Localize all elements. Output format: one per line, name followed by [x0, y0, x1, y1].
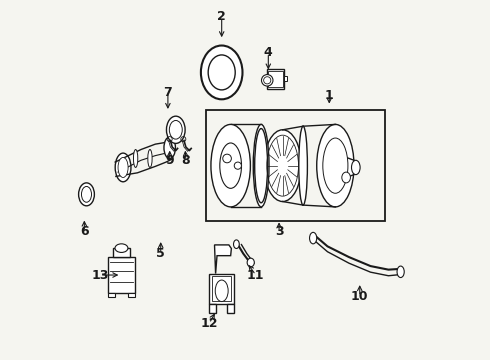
Ellipse shape	[247, 258, 254, 267]
Bar	[209, 274, 234, 304]
Ellipse shape	[351, 160, 360, 175]
Ellipse shape	[118, 157, 128, 177]
Bar	[269, 71, 283, 87]
Text: 2: 2	[218, 10, 226, 23]
Text: 3: 3	[275, 225, 283, 238]
Ellipse shape	[167, 116, 185, 143]
Ellipse shape	[234, 240, 239, 248]
Bar	[108, 293, 115, 297]
Ellipse shape	[264, 130, 301, 202]
Ellipse shape	[317, 125, 354, 207]
Text: 13: 13	[91, 269, 108, 282]
Ellipse shape	[78, 183, 95, 206]
Ellipse shape	[115, 153, 131, 182]
Text: 4: 4	[264, 46, 272, 59]
Ellipse shape	[215, 280, 228, 302]
Bar	[108, 257, 135, 293]
Ellipse shape	[133, 149, 138, 167]
Bar	[205, 110, 385, 221]
Polygon shape	[215, 245, 231, 274]
Bar	[284, 76, 287, 81]
Ellipse shape	[299, 126, 307, 205]
Text: 12: 12	[200, 317, 218, 330]
Ellipse shape	[208, 55, 235, 90]
Bar	[267, 69, 285, 89]
Text: 5: 5	[156, 247, 165, 260]
Bar	[263, 76, 267, 83]
Ellipse shape	[201, 45, 243, 99]
Ellipse shape	[323, 138, 348, 193]
Bar	[128, 293, 135, 297]
Ellipse shape	[223, 154, 231, 163]
Text: 11: 11	[247, 269, 265, 282]
Ellipse shape	[115, 244, 128, 252]
Ellipse shape	[220, 143, 242, 188]
Text: 6: 6	[80, 225, 89, 238]
Text: 8: 8	[181, 154, 190, 167]
Ellipse shape	[342, 172, 350, 183]
Ellipse shape	[255, 129, 268, 203]
Ellipse shape	[81, 186, 92, 202]
Ellipse shape	[234, 162, 242, 169]
Text: 9: 9	[166, 154, 174, 167]
Ellipse shape	[253, 125, 269, 207]
Bar	[212, 276, 231, 301]
Bar	[227, 304, 234, 313]
Text: 1: 1	[325, 89, 334, 102]
Bar	[209, 304, 216, 313]
Ellipse shape	[170, 121, 182, 139]
Text: 7: 7	[164, 86, 172, 99]
Ellipse shape	[310, 232, 317, 244]
Ellipse shape	[262, 75, 273, 86]
Ellipse shape	[211, 125, 250, 207]
Text: 10: 10	[351, 290, 368, 303]
Ellipse shape	[148, 149, 152, 167]
Ellipse shape	[397, 266, 404, 278]
Ellipse shape	[164, 137, 175, 158]
Bar	[113, 248, 129, 257]
